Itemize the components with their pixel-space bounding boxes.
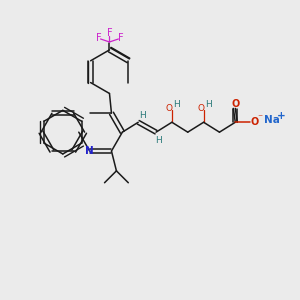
Text: F: F (118, 33, 123, 43)
Text: F: F (96, 33, 101, 43)
Text: Na: Na (264, 115, 280, 125)
Text: O: O (231, 99, 239, 110)
Text: +: + (277, 111, 285, 121)
Text: ⁻: ⁻ (257, 113, 262, 123)
Text: H: H (155, 136, 161, 145)
Text: F: F (107, 28, 112, 38)
Text: H: H (139, 111, 146, 120)
Text: H: H (173, 100, 180, 109)
Text: O: O (197, 104, 204, 113)
Text: O: O (165, 104, 172, 113)
Text: H: H (205, 100, 212, 109)
Text: N: N (85, 146, 94, 156)
Text: O: O (250, 117, 258, 127)
